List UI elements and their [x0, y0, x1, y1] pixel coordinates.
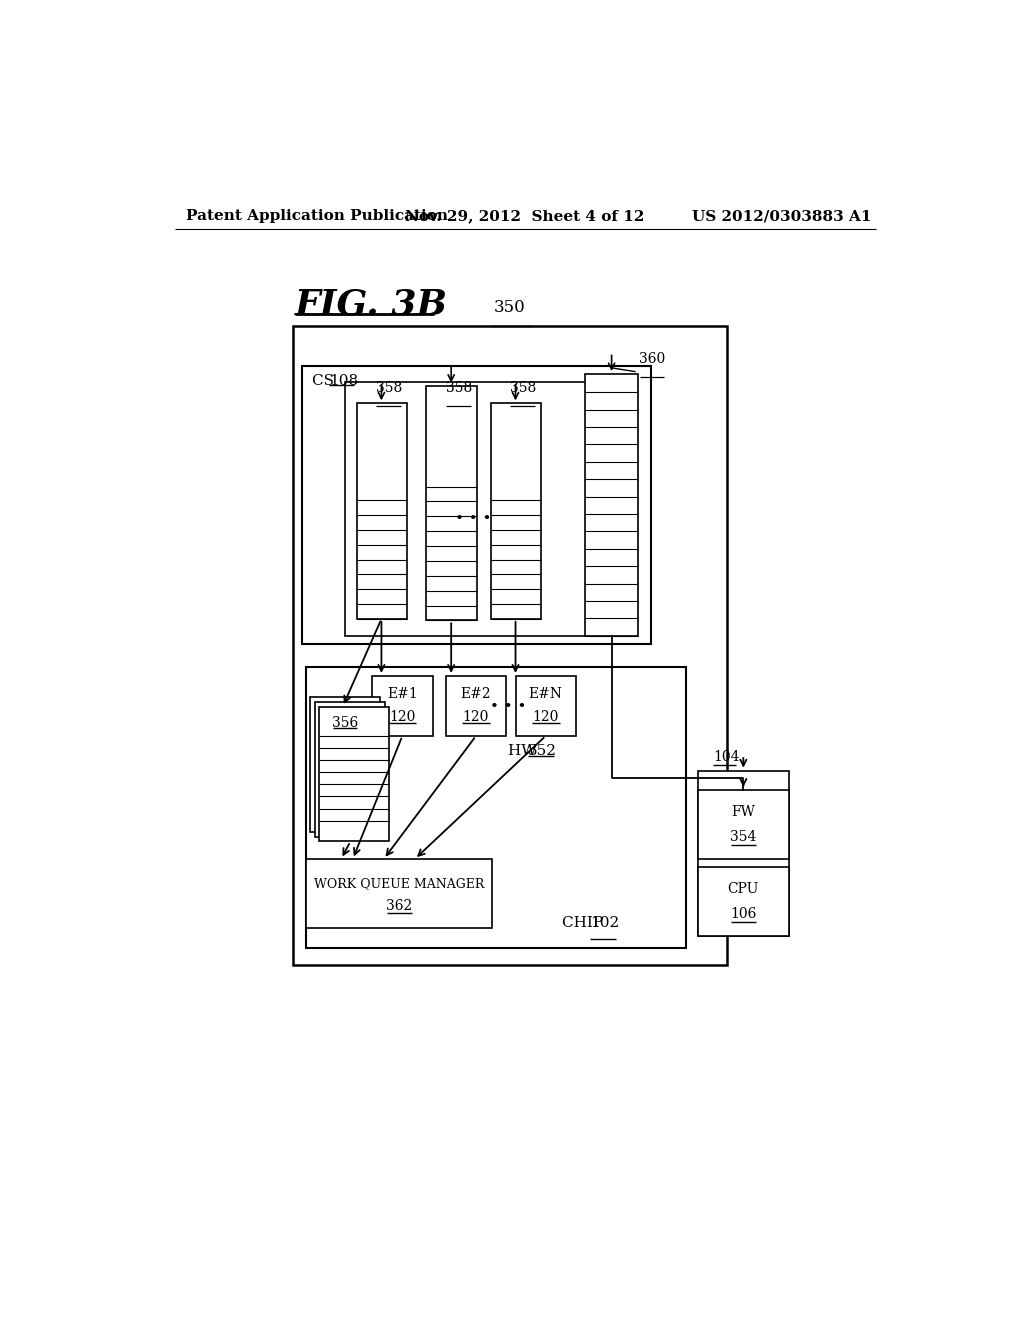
Bar	[302, 367, 651, 644]
Bar	[356, 404, 407, 619]
Text: 104: 104	[713, 750, 739, 763]
Text: 102: 102	[590, 916, 620, 929]
Text: CS: CS	[311, 374, 339, 388]
Text: 106: 106	[730, 907, 757, 921]
Bar	[306, 667, 686, 948]
Text: 360: 360	[640, 352, 666, 367]
Bar	[314, 702, 385, 837]
Text: 358: 358	[445, 380, 472, 395]
Bar	[306, 859, 493, 928]
Bar	[293, 326, 727, 965]
Bar	[319, 706, 389, 841]
Text: US 2012/0303883 A1: US 2012/0303883 A1	[692, 209, 872, 223]
Text: CHIP: CHIP	[562, 916, 608, 929]
Bar	[697, 771, 790, 936]
Text: E#N: E#N	[528, 686, 563, 701]
Text: FW: FW	[731, 805, 756, 818]
Text: 358: 358	[376, 380, 402, 395]
Text: 120: 120	[389, 710, 416, 723]
Text: E#1: E#1	[387, 686, 418, 701]
Text: 120: 120	[463, 710, 489, 723]
Bar	[697, 867, 790, 936]
Bar	[515, 676, 575, 737]
Text: 108: 108	[329, 374, 357, 388]
Text: E#2: E#2	[461, 686, 492, 701]
Text: 358: 358	[510, 380, 537, 395]
Bar	[345, 381, 621, 636]
Bar	[490, 404, 541, 619]
Text: Nov. 29, 2012  Sheet 4 of 12: Nov. 29, 2012 Sheet 4 of 12	[406, 209, 644, 223]
Bar	[445, 676, 506, 737]
Bar	[426, 385, 477, 620]
Text: HW: HW	[508, 743, 542, 758]
Text: 362: 362	[386, 899, 413, 913]
Text: FIG. 3B: FIG. 3B	[295, 288, 447, 322]
Bar	[697, 789, 790, 859]
Text: 356: 356	[332, 715, 358, 730]
Text: Patent Application Publication: Patent Application Publication	[186, 209, 449, 223]
Text: 352: 352	[528, 743, 557, 758]
Bar	[586, 374, 638, 636]
Text: 350: 350	[495, 300, 526, 317]
Bar	[372, 676, 432, 737]
Text: • • •: • • •	[489, 700, 526, 714]
Text: CPU: CPU	[728, 882, 759, 896]
Text: WORK QUEUE MANAGER: WORK QUEUE MANAGER	[314, 876, 484, 890]
Text: 120: 120	[532, 710, 559, 723]
Text: 354: 354	[730, 830, 757, 843]
Text: • • •: • • •	[455, 512, 492, 525]
Bar	[310, 697, 380, 832]
